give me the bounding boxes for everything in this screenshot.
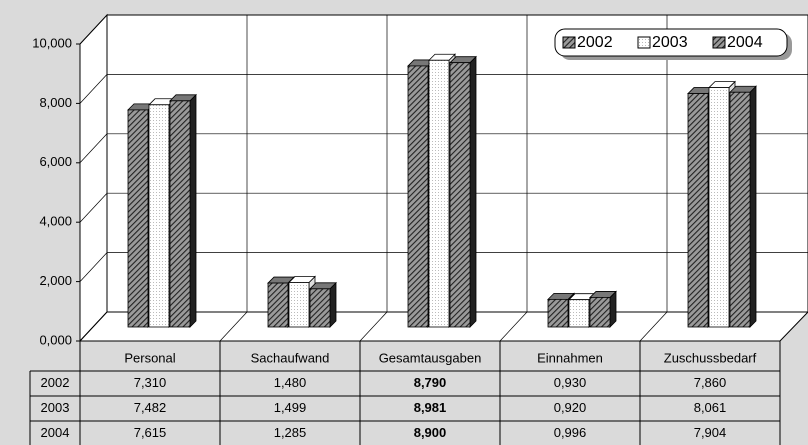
bar	[127, 109, 149, 328]
table-value: 0,996	[554, 425, 587, 440]
bar	[708, 87, 730, 328]
y-tick-label: 0,000	[39, 332, 72, 347]
table-value: 7,860	[694, 375, 727, 390]
bar-side	[189, 93, 197, 328]
table-value: 8,061	[694, 400, 727, 415]
table-value: 1,499	[274, 400, 307, 415]
legend-swatch	[637, 36, 651, 49]
category-divider	[499, 311, 528, 342]
y-tick-label: 4,000	[39, 214, 72, 229]
category-label: Personal	[124, 350, 175, 365]
bar	[449, 62, 471, 328]
grid-line	[79, 252, 108, 282]
grid-line	[79, 74, 108, 104]
y-tick-label: 6,000	[39, 154, 72, 169]
category-label: Sachaufwand	[251, 350, 330, 365]
grid-line	[79, 133, 108, 164]
category-divider	[359, 311, 388, 342]
y-tick-label: 2,000	[39, 273, 72, 288]
bar-side	[469, 55, 477, 328]
table-value: 0,930	[554, 375, 587, 390]
bar	[568, 299, 590, 328]
grid-line	[79, 311, 108, 342]
legend-label: 2004	[727, 34, 763, 51]
table-value: 7,310	[134, 375, 167, 390]
legend-label: 2003	[652, 34, 688, 51]
bar	[407, 65, 429, 328]
bar	[428, 59, 450, 328]
bar	[687, 93, 709, 328]
category-label: Einnahmen	[537, 350, 603, 365]
grid-line	[79, 14, 108, 45]
table-value: 7,482	[134, 400, 167, 415]
bar	[589, 297, 611, 328]
legend: 2002 2003 2004	[554, 28, 792, 60]
bar	[309, 288, 331, 328]
table-value: 0,920	[554, 400, 587, 415]
table-value: 8,900	[414, 425, 447, 440]
category-divider	[639, 311, 668, 342]
legend-label: 2002	[577, 34, 613, 51]
category-label: Zuschussbedarf	[664, 350, 757, 365]
bar	[267, 282, 289, 328]
table-value: 1,480	[274, 375, 307, 390]
legend-swatch	[712, 36, 726, 49]
bar-side	[749, 85, 757, 328]
table-value: 1,285	[274, 425, 307, 440]
grid-line	[79, 192, 108, 223]
table-value: 7,615	[134, 425, 167, 440]
bar	[288, 282, 310, 328]
table-value: 8,790	[414, 375, 447, 390]
table-value: 8,981	[414, 400, 447, 415]
bar	[169, 100, 191, 328]
row-label: 2004	[41, 425, 70, 440]
row-label: 2002	[41, 375, 70, 390]
bar	[729, 91, 751, 328]
bar	[547, 298, 569, 328]
y-tick-label: 8,000	[39, 95, 72, 110]
table-value: 7,904	[694, 425, 727, 440]
legend-swatch	[562, 36, 576, 49]
y-tick-label: 10,000	[32, 35, 72, 50]
category-divider	[219, 311, 248, 342]
category-label: Gesamtausgaben	[379, 350, 482, 365]
row-label: 2003	[41, 400, 70, 415]
bar	[148, 104, 170, 328]
bar-side	[329, 281, 337, 328]
side-wall	[79, 13, 108, 343]
legend-box	[554, 28, 788, 57]
